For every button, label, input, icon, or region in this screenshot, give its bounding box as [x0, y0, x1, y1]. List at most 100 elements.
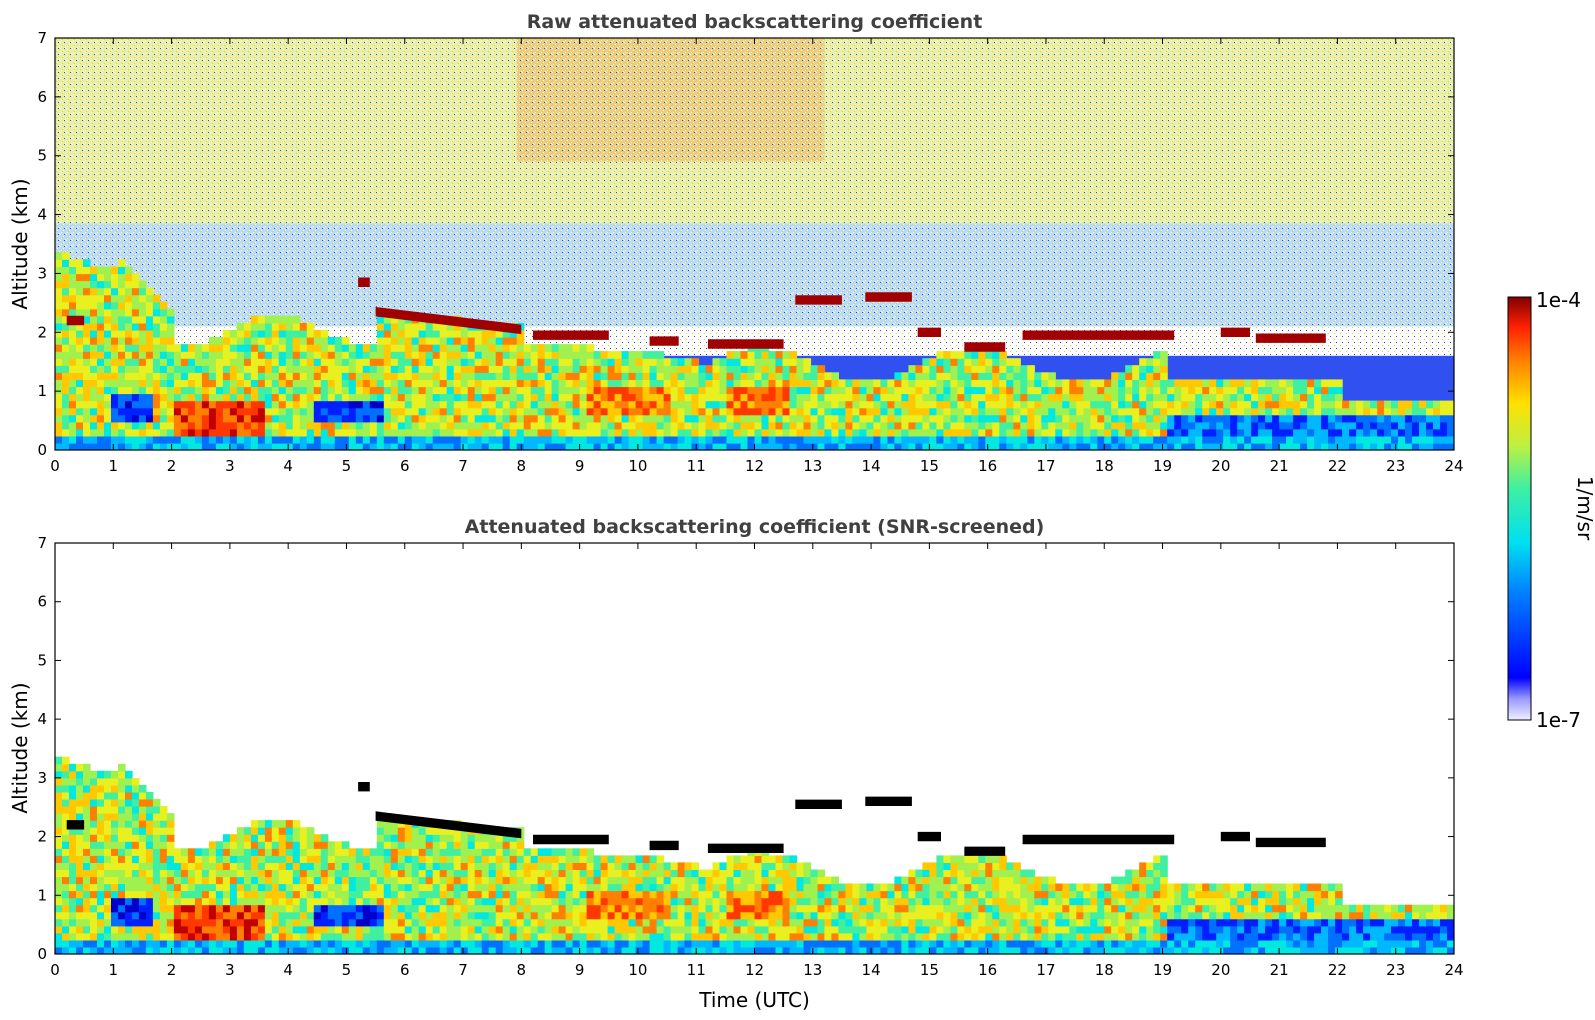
x-tick-label: 13	[803, 457, 822, 475]
backscatter-cell	[152, 806, 161, 814]
backscatter-cell	[1104, 442, 1112, 450]
backscatter-cell	[1132, 414, 1140, 423]
backscatter-cell	[418, 932, 427, 941]
backscatter-cell	[509, 904, 518, 913]
backscatter-cell	[138, 308, 147, 317]
backscatter-cell	[502, 834, 511, 842]
backscatter-cell	[362, 428, 371, 437]
backscatter-cell	[859, 421, 867, 430]
backscatter-cell	[971, 365, 979, 373]
backscatter-cell	[796, 379, 805, 388]
backscatter-cell	[306, 869, 315, 878]
backscatter-cell	[1328, 442, 1336, 450]
backscatter-cell	[292, 820, 301, 828]
backscatter-cell	[551, 876, 560, 885]
backscatter-cell	[761, 379, 770, 388]
backscatter-cell	[187, 883, 196, 892]
backscatter-cell	[97, 266, 105, 275]
backscatter-cell	[152, 400, 161, 409]
backscatter-cell	[873, 904, 881, 913]
backscatter-cell	[229, 365, 238, 373]
backscatter-cell	[572, 947, 581, 954]
backscatter-cell	[796, 925, 805, 934]
backscatter-cell	[495, 407, 504, 416]
backscatter-cell	[971, 414, 979, 423]
backscatter-cell	[460, 911, 469, 920]
backscatter-cell	[628, 947, 637, 954]
backscatter-cell	[740, 407, 749, 416]
backscatter-cell	[866, 435, 874, 444]
backscatter-cell	[628, 372, 637, 380]
backscatter-cell	[796, 918, 805, 927]
backscatter-cell	[376, 904, 385, 913]
backscatter-cell	[1314, 414, 1322, 423]
backscatter-cell	[104, 301, 112, 310]
backscatter-cell	[516, 855, 525, 863]
backscatter-cell	[69, 855, 77, 863]
backscatter-cell	[677, 897, 686, 906]
backscatter-cell	[866, 400, 874, 409]
backscatter-cell	[118, 421, 126, 430]
backscatter-cell	[523, 344, 532, 352]
backscatter-cell	[796, 890, 805, 899]
backscatter-cell	[1195, 421, 1203, 430]
backscatter-cell	[1020, 400, 1028, 409]
backscatter-cell	[418, 393, 427, 402]
backscatter-cell	[817, 442, 826, 450]
backscatter-cell	[257, 435, 266, 444]
backscatter-cell	[432, 876, 441, 885]
backscatter-cell	[453, 442, 462, 450]
backscatter-cell	[1167, 428, 1175, 437]
backscatter-cell	[803, 407, 812, 416]
backscatter-cell	[292, 883, 301, 892]
backscatter-cell	[803, 365, 812, 373]
backscatter-cell	[159, 351, 168, 359]
backscatter-cell	[453, 862, 462, 870]
x-tick-label: 14	[862, 457, 881, 475]
backscatter-cell	[215, 869, 224, 878]
backscatter-cell	[845, 442, 853, 450]
y-tick-label: 0	[37, 441, 47, 459]
backscatter-cell	[348, 869, 357, 878]
backscatter-cell	[481, 386, 490, 395]
backscatter-cell	[327, 883, 336, 892]
backscatter-cell	[621, 918, 630, 927]
backscatter-cell	[264, 414, 273, 423]
backscatter-cell	[747, 442, 756, 450]
backscatter-cell	[264, 351, 273, 359]
backscatter-cell	[432, 435, 441, 444]
backscatter-cell	[111, 904, 119, 913]
backscatter-cell	[866, 904, 874, 913]
backscatter-cell	[1377, 428, 1385, 437]
backscatter-cell	[614, 421, 623, 430]
backscatter-cell	[341, 421, 350, 430]
backscatter-cell	[1188, 414, 1196, 423]
backscatter-cell	[460, 841, 469, 849]
backscatter-cell	[383, 372, 392, 380]
backscatter-cell	[607, 358, 616, 366]
backscatter-cell	[166, 344, 175, 352]
backscatter-cell	[1139, 414, 1147, 423]
backscatter-cell	[551, 932, 560, 941]
backscatter-cell	[1447, 400, 1454, 409]
backscatter-cell	[460, 428, 469, 437]
backscatter-cell	[90, 813, 98, 821]
backscatter-cell	[271, 897, 280, 906]
backscatter-cell	[1293, 379, 1301, 388]
backscatter-cell	[334, 918, 343, 927]
backscatter-cell	[145, 358, 154, 366]
backscatter-cell	[166, 421, 175, 430]
backscatter-cell	[446, 939, 455, 948]
backscatter-cell	[313, 925, 322, 934]
backscatter-cell	[1013, 407, 1021, 416]
backscatter-cell	[824, 442, 832, 450]
backscatter-cell	[138, 393, 147, 402]
backscatter-cell	[866, 414, 874, 423]
backscatter-cell	[943, 365, 951, 373]
backscatter-cell	[607, 855, 616, 863]
backscatter-cell	[159, 827, 168, 835]
backscatter-cell	[250, 393, 259, 402]
backscatter-cell	[62, 372, 70, 380]
backscatter-cell	[803, 904, 812, 913]
backscatter-cell	[313, 897, 322, 906]
